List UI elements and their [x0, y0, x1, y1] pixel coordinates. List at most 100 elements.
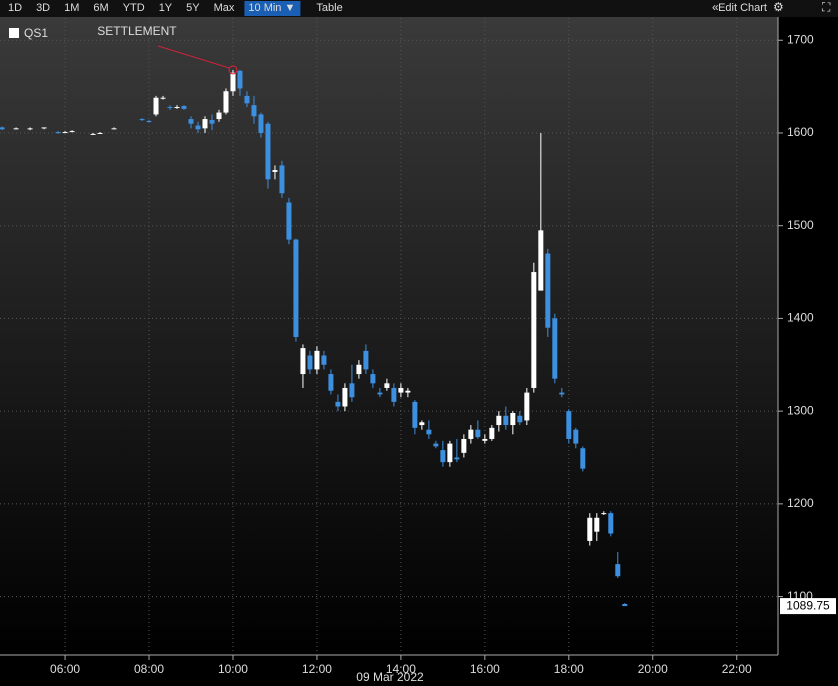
candle-body: [475, 429, 481, 438]
candle-body: [300, 348, 306, 375]
candle-body: [461, 438, 467, 453]
candle-body: [468, 429, 474, 439]
range-button[interactable]: 3D: [36, 2, 50, 14]
range-button[interactable]: 1M: [64, 2, 79, 14]
x-tick-label: 22:00: [722, 662, 752, 676]
candle-body: [111, 128, 117, 130]
table-button[interactable]: Table: [316, 2, 342, 14]
candle-body: [41, 127, 47, 129]
candle-body: [328, 374, 334, 391]
range-button[interactable]: 1Y: [159, 2, 173, 14]
candle-body: [90, 133, 96, 135]
candle-body: [216, 112, 222, 120]
candle-body: [580, 448, 586, 469]
candle-body: [153, 97, 159, 115]
candle-body: [377, 392, 383, 395]
candle-body: [510, 412, 516, 426]
annotation: SETTLEMENT: [97, 24, 177, 38]
settings-icon[interactable]: ⚙: [773, 0, 784, 14]
candle-body: [370, 374, 376, 384]
interval-button-bg: [244, 1, 301, 16]
candle-body: [587, 517, 593, 541]
legend-swatch: [9, 28, 19, 38]
candle-body: [566, 411, 572, 439]
candle-body: [188, 119, 194, 124]
candle-body: [27, 128, 33, 130]
candle-body: [419, 422, 425, 426]
candle-body: [174, 107, 180, 109]
candle-body: [447, 443, 453, 463]
toolbar-buttons: 1D 3D 1M 6M YTD 1Y 5Y Max 10 Min ▼ Table: [8, 1, 343, 16]
candle-body: [321, 355, 327, 365]
candle-body: [363, 350, 369, 370]
candle-body: [139, 119, 145, 121]
candle-body: [160, 97, 166, 99]
range-button[interactable]: 5Y: [186, 2, 200, 14]
candle-body: [433, 443, 439, 447]
candle-body: [524, 392, 530, 421]
candle-body: [202, 119, 208, 129]
plot-background: [0, 17, 778, 655]
y-tick-label: 1200: [787, 496, 814, 510]
edit-chart[interactable]: Edit Chart: [718, 2, 767, 14]
candle-body: [55, 132, 61, 134]
candle-body: [13, 128, 19, 130]
candle-body: [342, 387, 348, 407]
candle-body: [622, 604, 628, 607]
y-tick-label: 1400: [787, 311, 814, 325]
expand-icon[interactable]: ⛶: [821, 0, 831, 14]
interval-button[interactable]: 10 Min ▼: [248, 2, 295, 14]
candle-body: [307, 355, 313, 370]
candle-body: [412, 401, 418, 428]
last-price-box: [780, 598, 836, 615]
candle-body: [405, 390, 411, 393]
candle-body: [335, 401, 341, 407]
candle-body: [0, 127, 5, 130]
last-price: 1089.75: [786, 598, 830, 612]
x-tick-label: 14:00: [386, 662, 416, 676]
candle-body: [545, 253, 551, 328]
candle-body: [314, 350, 320, 370]
legend-label: QS1: [24, 26, 48, 40]
candle-body: [454, 457, 460, 460]
y-tick-label: 1600: [787, 125, 814, 139]
candle-body: [244, 95, 250, 104]
candle-body: [559, 392, 565, 395]
candle-body: [251, 105, 257, 117]
y-tick-label: 1300: [787, 403, 814, 417]
x-tick-label: 06:00: [50, 662, 80, 676]
range-button[interactable]: Max: [214, 2, 235, 14]
candle-body: [223, 91, 229, 113]
candle-body: [517, 415, 523, 423]
candle-body: [384, 383, 390, 388]
range-button[interactable]: 6M: [93, 2, 108, 14]
x-tick-label: 18:00: [554, 662, 584, 676]
range-button[interactable]: YTD: [123, 2, 145, 14]
candle-body: [531, 272, 537, 388]
candle-body: [356, 364, 362, 375]
y-tick-label: 1500: [787, 218, 814, 232]
candle-body: [62, 132, 68, 134]
candle-body: [265, 123, 271, 180]
range-button[interactable]: 1D: [8, 2, 22, 14]
settlement-marker: [228, 65, 238, 75]
candle-body: [69, 131, 75, 133]
candle-body: [293, 239, 299, 337]
candle-body: [258, 114, 264, 133]
candle-body: [146, 120, 152, 122]
x-axis-label: 09 Mar 2022: [356, 670, 424, 684]
collapse-icon[interactable]: «: [712, 0, 719, 14]
candle-body: [426, 429, 432, 435]
candle-body: [538, 230, 544, 291]
candle-body: [440, 450, 446, 463]
candle-body: [181, 106, 187, 109]
candle-body: [482, 438, 488, 441]
candle-body: [489, 427, 495, 439]
x-tick-label: 16:00: [470, 662, 500, 676]
candle-body: [349, 383, 355, 398]
candle-body: [594, 517, 600, 532]
candle-body: [391, 387, 397, 402]
candle-body: [209, 119, 215, 124]
